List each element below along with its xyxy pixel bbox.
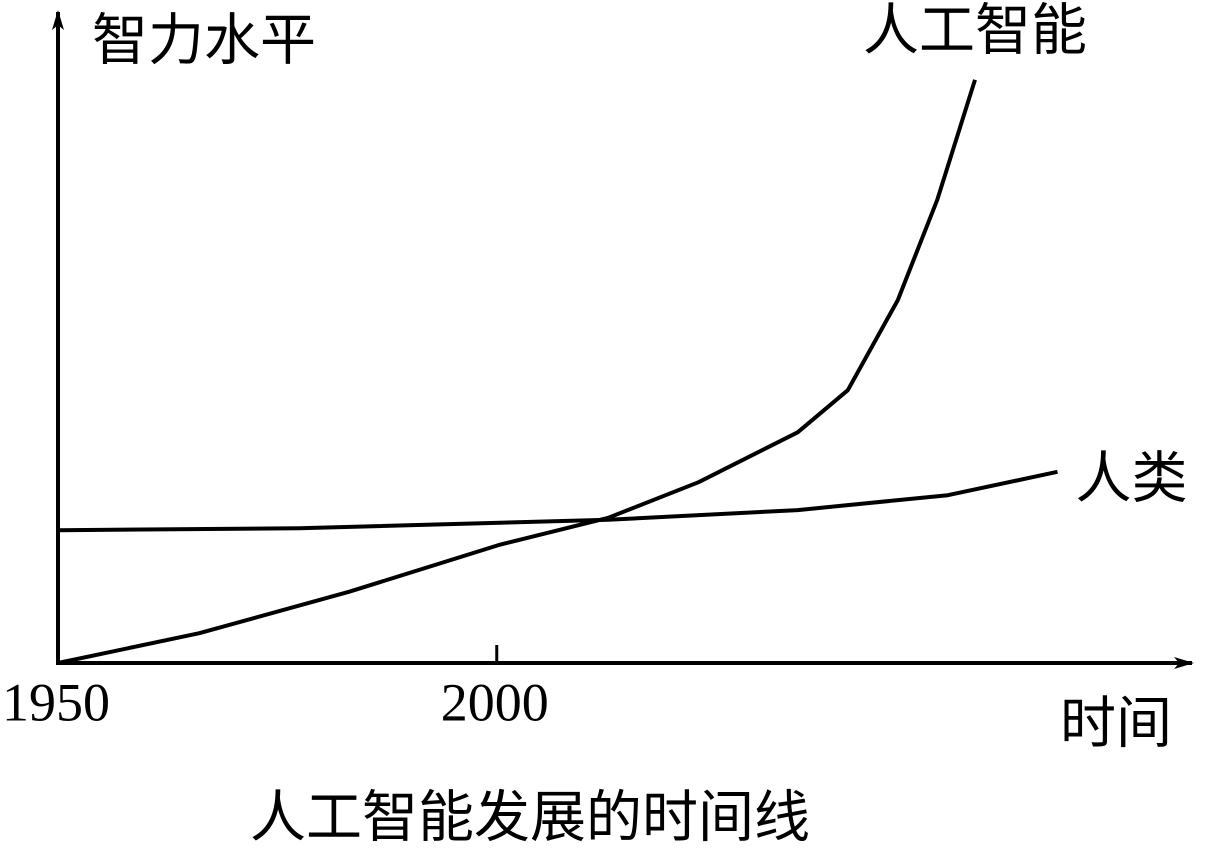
y-axis-label: 智力水平 bbox=[92, 9, 316, 74]
series-label: 人工智能 bbox=[863, 0, 1087, 63]
chart-title: 人工智能发展的时间线 bbox=[250, 786, 810, 851]
x-tick-label: 2000 bbox=[441, 672, 549, 732]
line-series bbox=[57, 469, 1058, 533]
x-tick-label: 1950 bbox=[2, 672, 110, 732]
line-series bbox=[57, 79, 977, 665]
x-axis-label: 时间 bbox=[1060, 692, 1172, 757]
series-label: 人类 bbox=[1075, 446, 1187, 511]
